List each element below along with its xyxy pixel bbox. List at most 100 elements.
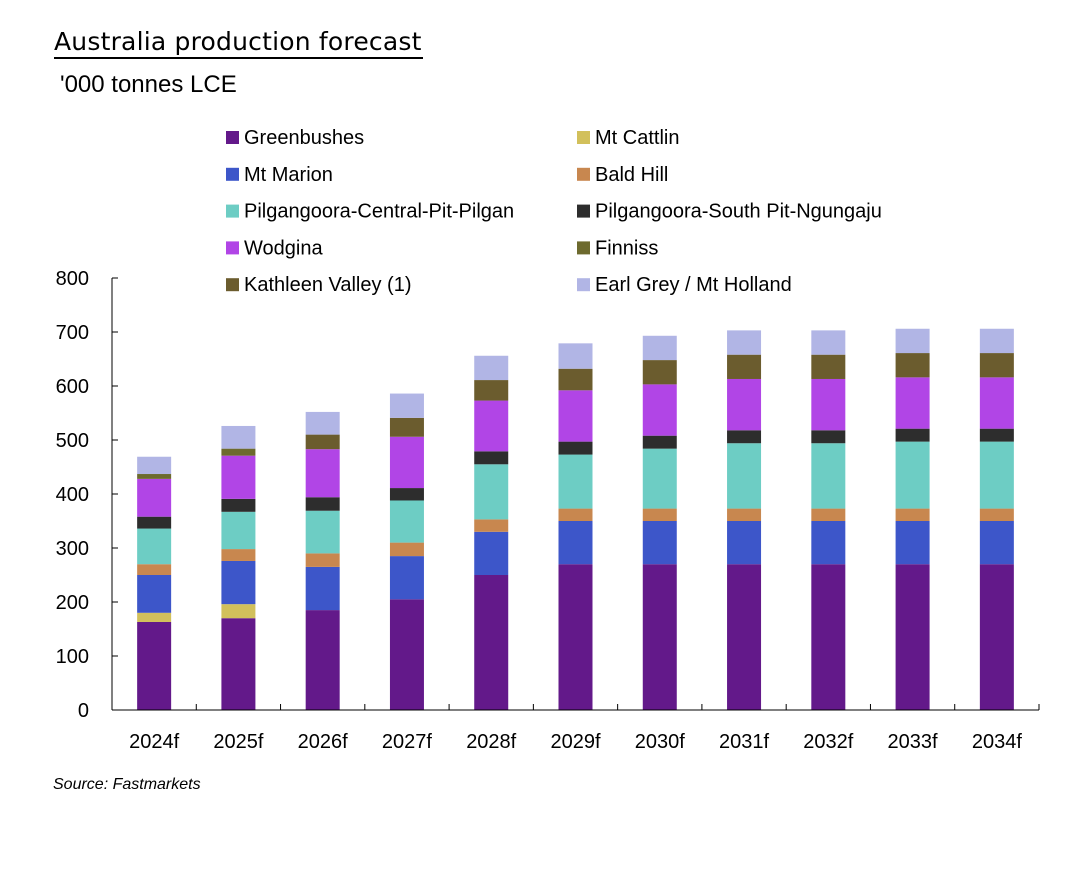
bar-wodgina-2027f <box>389 436 424 489</box>
bar-earl-grey-mt-holland-2032f <box>811 330 846 355</box>
bar-greenbushes-2027f <box>389 599 424 710</box>
legend-label-bald-hill: Bald Hill <box>595 164 668 186</box>
bar-wodgina-2031f <box>727 378 762 431</box>
y-tick-label-600: 600 <box>56 376 89 398</box>
bar-earl-grey-mt-holland-2030f <box>642 335 677 361</box>
bar-pilgangoora-central-pit-pilgan-2031f <box>727 443 762 509</box>
bar-bald-hill-2024f <box>137 564 172 575</box>
y-tick-label-400: 400 <box>56 484 89 506</box>
bar-mt-marion-2028f <box>474 531 509 575</box>
bar-bald-hill-2029f <box>558 508 593 521</box>
bar-kathleen-valley-1-2027f <box>389 417 424 437</box>
bar-pilgangoora-central-pit-pilgan-2028f <box>474 464 509 520</box>
bar-kathleen-valley-1-2030f <box>642 360 677 385</box>
bar-pilgangoora-south-pit-ngungaju-2030f <box>642 435 677 449</box>
bar-bald-hill-2033f <box>895 508 930 521</box>
x-tick-label-2030f: 2030f <box>635 731 685 753</box>
bar-greenbushes-2025f <box>221 618 256 710</box>
bar-pilgangoora-central-pit-pilgan-2033f <box>895 441 930 509</box>
bar-mt-marion-2031f <box>727 521 762 565</box>
bar-pilgangoora-south-pit-ngungaju-2024f <box>137 516 172 529</box>
x-tick-label-2029f: 2029f <box>550 731 600 753</box>
bar-pilgangoora-south-pit-ngungaju-2025f <box>221 498 256 512</box>
bar-pilgangoora-central-pit-pilgan-2032f <box>811 443 846 509</box>
legend-label-earl-grey-mt-holland: Earl Grey / Mt Holland <box>595 274 792 296</box>
bar-pilgangoora-central-pit-pilgan-2027f <box>389 500 424 543</box>
x-tick-label-2028f: 2028f <box>466 731 516 753</box>
y-tick-label-500: 500 <box>56 430 89 452</box>
y-tick-label-700: 700 <box>56 322 89 344</box>
bar-mt-marion-2025f <box>221 560 256 605</box>
bar-wodgina-2033f <box>895 377 930 429</box>
bar-wodgina-2029f <box>558 390 593 442</box>
bar-bald-hill-2025f <box>221 549 256 561</box>
axes: 0 100 200 300 400 500 600 700 800 2024f 2025f 2026f… <box>56 268 1040 753</box>
chart-title: Australia production forecast <box>54 27 422 56</box>
bar-kathleen-valley-1-2033f <box>895 353 930 378</box>
bar-greenbushes-2030f <box>642 564 677 710</box>
legend-swatch-earl-grey-mt-holland <box>577 278 590 292</box>
legend: Greenbushes Mt Cattlin Mt Marion Bald Hill P… <box>226 127 882 296</box>
bar-wodgina-2025f <box>221 455 256 499</box>
bar-wodgina-2030f <box>642 384 677 436</box>
source-note: Source: Fastmarkets <box>53 776 201 793</box>
bar-greenbushes-2028f <box>474 575 509 710</box>
bar-mt-marion-2033f <box>895 521 930 565</box>
bar-greenbushes-2034f <box>979 564 1014 710</box>
bar-mt-marion-2032f <box>811 521 846 565</box>
legend-swatch-bald-hill <box>577 167 590 181</box>
x-tick-label-2025f: 2025f <box>213 731 263 753</box>
bar-bald-hill-2027f <box>389 542 424 557</box>
legend-swatch-mt-marion <box>226 167 239 181</box>
bar-bald-hill-2032f <box>811 508 846 521</box>
bar-bald-hill-2031f <box>727 508 762 521</box>
bar-greenbushes-2026f <box>305 610 340 710</box>
legend-label-wodgina: Wodgina <box>244 237 323 259</box>
bar-wodgina-2024f <box>137 478 172 517</box>
y-tick-label-800: 800 <box>56 268 89 290</box>
bar-wodgina-2026f <box>305 449 340 498</box>
bar-kathleen-valley-1-2028f <box>474 380 509 401</box>
bar-greenbushes-2024f <box>137 621 172 710</box>
bar-pilgangoora-central-pit-pilgan-2025f <box>221 511 256 550</box>
bar-mt-cattlin-2024f <box>137 612 172 622</box>
legend-swatch-pilgangoora-central-pit-pilgan <box>226 204 239 218</box>
y-tick-label-100: 100 <box>56 646 89 668</box>
x-tick-label-2032f: 2032f <box>803 731 853 753</box>
bar-greenbushes-2029f <box>558 564 593 710</box>
y-tick-label-0: 0 <box>78 700 89 722</box>
x-tick-label-2031f: 2031f <box>719 731 769 753</box>
x-tick-label-2033f: 2033f <box>888 731 938 753</box>
legend-label-pilgangoora-central-pit-pilgan: Pilgangoora-Central-Pit-Pilgan <box>244 201 514 223</box>
bar-earl-grey-mt-holland-2028f <box>474 355 509 381</box>
bar-pilgangoora-south-pit-ngungaju-2033f <box>895 428 930 442</box>
bar-pilgangoora-south-pit-ngungaju-2028f <box>474 451 509 465</box>
bar-pilgangoora-central-pit-pilgan-2034f <box>979 441 1014 509</box>
bar-pilgangoora-south-pit-ngungaju-2032f <box>811 430 846 444</box>
bar-wodgina-2032f <box>811 378 846 431</box>
bar-kathleen-valley-1-2034f <box>979 353 1014 378</box>
bar-earl-grey-mt-holland-2033f <box>895 328 930 354</box>
bar-pilgangoora-south-pit-ngungaju-2026f <box>305 497 340 511</box>
bar-pilgangoora-south-pit-ngungaju-2027f <box>389 488 424 501</box>
bar-kathleen-valley-1-2032f <box>811 354 846 379</box>
x-tick-label-2024f: 2024f <box>129 731 179 753</box>
bar-pilgangoora-central-pit-pilgan-2029f <box>558 454 593 509</box>
bar-pilgangoora-central-pit-pilgan-2024f <box>137 528 172 565</box>
legend-swatch-wodgina <box>226 241 239 255</box>
legend-swatch-pilgangoora-south-pit-ngungaju <box>577 204 590 218</box>
legend-label-mt-marion: Mt Marion <box>244 164 333 186</box>
y-tick-label-200: 200 <box>56 592 89 614</box>
bar-earl-grey-mt-holland-2027f <box>389 393 424 418</box>
bar-pilgangoora-south-pit-ngungaju-2031f <box>727 430 762 444</box>
bar-pilgangoora-central-pit-pilgan-2030f <box>642 448 677 509</box>
bar-pilgangoora-south-pit-ngungaju-2034f <box>979 428 1014 442</box>
x-tick-label-2034f: 2034f <box>972 731 1022 753</box>
x-tick-label-2027f: 2027f <box>382 731 432 753</box>
legend-swatch-finniss <box>577 241 590 255</box>
bar-earl-grey-mt-holland-2026f <box>305 411 340 435</box>
bar-pilgangoora-south-pit-ngungaju-2029f <box>558 441 593 455</box>
bar-mt-marion-2029f <box>558 521 593 565</box>
bar-bald-hill-2030f <box>642 508 677 521</box>
